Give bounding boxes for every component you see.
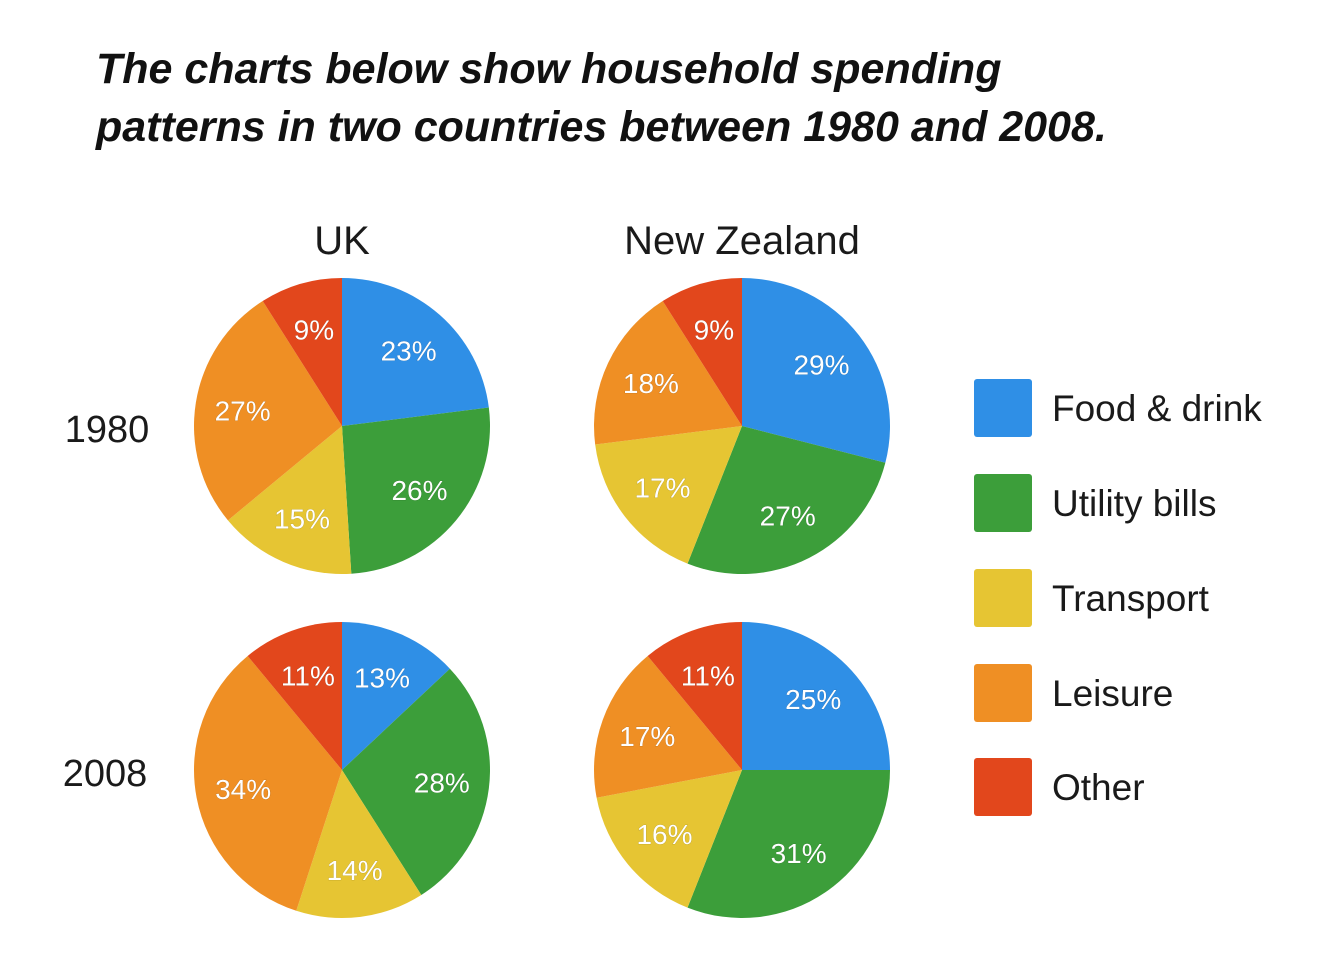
slice-transport: [227, 426, 352, 575]
slice-leisure: [593, 655, 742, 798]
slice-label-transport: 17%: [634, 473, 690, 504]
slice-label-food-drink: 29%: [793, 349, 849, 380]
slice-label-other: 9%: [694, 314, 734, 345]
legend-item-transport: Transport: [974, 569, 1210, 627]
slice-label-leisure: 18%: [623, 368, 679, 399]
legend-swatch-leisure: [974, 664, 1032, 722]
slice-label-transport: 15%: [274, 503, 330, 534]
slice-other: [247, 622, 342, 770]
slice-label-utility-bills: 26%: [391, 475, 447, 506]
page-title: The charts below show household spending…: [96, 40, 1276, 156]
slice-label-utility-bills: 28%: [414, 768, 470, 799]
legend-label-other: Other: [1052, 767, 1145, 808]
pie-uk-1980: 23% 26% 15% 27% 9%: [193, 278, 490, 575]
legend-label-food-drink: Food & drink: [1052, 388, 1262, 429]
legend-swatch-transport: [974, 569, 1032, 627]
pie-new-zealand-2008: 25% 31% 16% 17%11%: [593, 622, 890, 919]
legend-swatch-food-drink: [974, 379, 1032, 437]
slice-label-other: 11%: [681, 660, 735, 691]
slice-label-utility-bills: 31%: [771, 838, 827, 869]
slice-label-food-drink: 23%: [381, 336, 437, 367]
slice-food-drink: [342, 278, 489, 426]
slice-label-leisure: 17%: [619, 721, 675, 752]
slice-leisure: [193, 655, 342, 911]
slice-label-transport: 16%: [636, 819, 692, 850]
row-header-1980: 1980: [65, 409, 150, 451]
slice-transport: [296, 770, 422, 919]
legend: Food & drink Utility bills Transport Leisur…: [974, 379, 1262, 816]
legend-label-utility-bills: Utility bills: [1052, 483, 1216, 524]
slice-label-leisure: 34%: [215, 774, 271, 805]
slice-label-food-drink: 25%: [785, 684, 841, 715]
legend-item-utility-bills: Utility bills: [974, 474, 1216, 532]
legend-item-other: Other: [974, 758, 1145, 816]
slice-leisure: [594, 301, 742, 445]
slice-transport: [595, 426, 742, 564]
legend-swatch-utility-bills: [974, 474, 1032, 532]
slice-utility-bills: [687, 426, 886, 575]
slice-food-drink: [742, 278, 891, 463]
title-line-2: patterns in two countries between 1980 a…: [96, 103, 1107, 151]
title-line-1: The charts below show household spending: [96, 45, 1002, 93]
slice-leisure: [193, 301, 342, 521]
slice-other: [262, 278, 342, 426]
legend-swatch-other: [974, 758, 1032, 816]
row-header-2008: 2008: [63, 753, 148, 795]
slice-transport: [596, 770, 742, 908]
pie-new-zealand-1980: 29% 27% 17% 18% 9%: [594, 278, 891, 575]
slice-label-other: 11%: [281, 660, 335, 691]
slice-label-utility-bills: 27%: [760, 501, 816, 532]
slice-utility-bills: [342, 668, 490, 895]
column-header-uk: UK: [314, 219, 370, 263]
slice-label-other: 9%: [294, 314, 334, 345]
headers: UK New Zealand 1980 2008: [63, 219, 860, 795]
pie-grid: 23% 26% 15% 27% 9% 29% 27% 17% 18% 9% 13% 28% 14% 34%…: [193, 278, 891, 919]
slice-food-drink: [342, 622, 450, 770]
slice-other: [662, 278, 742, 426]
legend-label-transport: Transport: [1052, 578, 1210, 619]
legend-label-leisure: Leisure: [1052, 673, 1173, 714]
column-header-new-zealand: New Zealand: [624, 219, 860, 263]
slice-utility-bills: [342, 407, 490, 574]
legend-item-leisure: Leisure: [974, 664, 1173, 722]
slice-label-leisure: 27%: [215, 395, 271, 426]
slice-utility-bills: [687, 770, 890, 919]
slice-label-food-drink: 13%: [354, 663, 410, 694]
slice-other: [647, 622, 742, 770]
pie-uk-2008: 13% 28% 14% 34% 11%: [193, 622, 490, 919]
slice-food-drink: [742, 622, 890, 770]
slice-label-transport: 14%: [327, 855, 383, 886]
legend-item-food-drink: Food & drink: [974, 379, 1262, 437]
